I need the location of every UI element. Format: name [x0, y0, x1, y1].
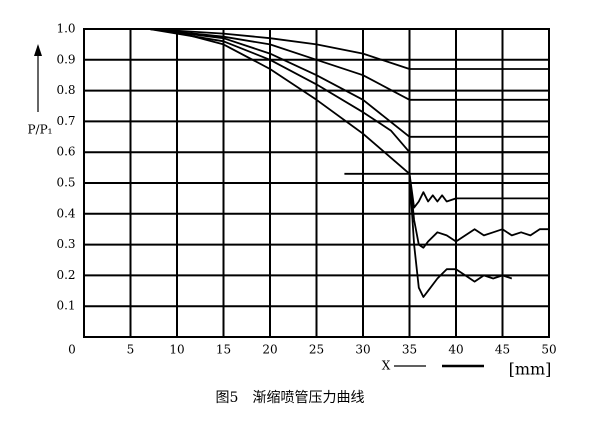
y-axis-label: P/P₁: [27, 123, 52, 137]
y-arrowhead: [34, 44, 42, 56]
y-tick-label: 0.7: [56, 114, 75, 128]
pressure-curve: [408, 173, 549, 249]
y-tick-label: 1.0: [56, 22, 75, 36]
pressure-curve: [149, 28, 549, 70]
x-tick-label: 5: [127, 343, 135, 357]
pressure-curve: [149, 28, 549, 209]
x-tick-label: 50: [541, 343, 556, 357]
x-tick-label: 40: [448, 343, 463, 357]
pressure-curve: [148, 28, 549, 154]
y-tick-label: 0.2: [56, 268, 75, 282]
x-tick-label: 20: [262, 343, 277, 357]
x-tick-label: 25: [309, 343, 324, 357]
x-tick-label: 0: [68, 343, 76, 357]
pressure-curve: [149, 28, 549, 101]
y-tick-label: 0.3: [56, 237, 75, 251]
x-tick-label: 45: [495, 343, 510, 357]
caption: 图5 渐缩喷管压力曲线: [216, 390, 365, 406]
y-tick-label: 0.6: [56, 145, 75, 159]
x-tick-label: 30: [355, 343, 370, 357]
y-tick-label: 0.1: [56, 299, 75, 313]
y-tick-label: 0.8: [56, 83, 75, 97]
x-unit: [mm]: [509, 360, 552, 379]
pressure-curve: [148, 28, 549, 138]
pressure-curve: [408, 173, 513, 298]
y-tick-label: 0.5: [56, 176, 75, 190]
x-tick-label: 10: [169, 343, 184, 357]
x-tick-label: 15: [216, 343, 231, 357]
x-axis-label: X: [382, 359, 391, 373]
x-tick-label: 35: [402, 343, 417, 357]
y-tick-label: 0.9: [56, 52, 75, 66]
y-tick-label: 0.4: [56, 206, 75, 220]
